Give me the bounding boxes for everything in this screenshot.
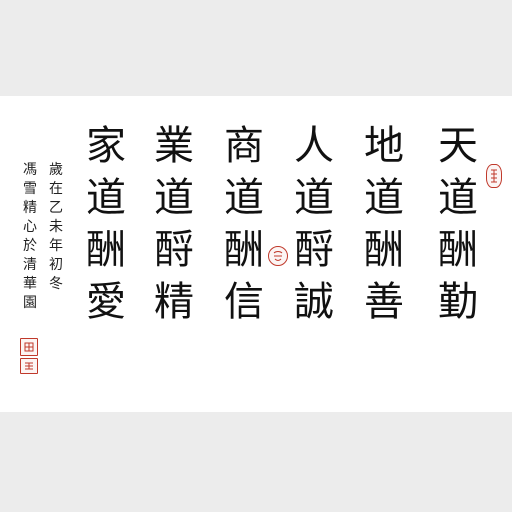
inscription-char: 雪 [23,180,37,197]
inscription-char: 年 [49,237,63,254]
inscription-char: 華 [23,275,37,292]
main-column-1: 天 道 酬 勤 [436,120,480,328]
inscription-char: 未 [49,218,63,235]
inscription-char: 冬 [49,275,63,292]
main-char: 道 [294,175,334,221]
seal-pattern-icon [25,362,33,370]
main-char: 酹 [154,227,194,273]
seal-pattern-icon [24,342,34,352]
main-char: 家 [86,123,126,169]
main-column-2: 地 道 酬 善 [362,120,406,328]
main-char: 道 [154,175,194,221]
main-char: 酹 [294,227,334,273]
center-round-seal [268,246,288,266]
inscription-char: 精 [23,199,37,216]
inscription-char: 在 [49,180,63,197]
inscription-char: 清 [23,256,37,273]
main-char: 天 [438,123,478,169]
top-right-seal [486,164,502,188]
artist-seal-rect [20,358,38,374]
inscription-char: 乙 [49,199,63,216]
main-column-6: 家 道 酬 愛 [84,120,128,328]
inscription-char: 歲 [49,161,63,178]
main-char: 精 [154,279,194,325]
calligraphy-paper: 天 道 酬 勤 地 道 酬 善 人 道 酹 誠 商 道 酬 信 業 道 酹 精 [0,96,512,412]
inscription-column-1: 歲 在 乙 未 年 初 冬 [48,160,64,293]
main-char: 酬 [224,227,264,273]
main-column-3: 人 道 酹 誠 [292,120,336,328]
inscription-char: 心 [23,218,37,235]
main-char: 勤 [438,279,478,325]
inscription-char: 於 [23,237,37,254]
main-char: 信 [224,279,264,325]
main-char: 地 [364,123,404,169]
inscription-char: 初 [49,256,63,273]
inscription-column-2: 馮 雪 精 心 於 清 華 園 [22,160,38,312]
main-char: 業 [154,123,194,169]
main-char: 商 [224,123,264,169]
main-char: 酬 [438,227,478,273]
seal-pattern-icon [491,169,497,183]
artist-seal-square [20,338,38,356]
main-char: 酬 [86,227,126,273]
inscription-char: 馮 [23,161,37,178]
main-column-4: 商 道 酬 信 [222,120,266,328]
main-char: 道 [438,175,478,221]
main-column-5: 業 道 酹 精 [152,120,196,328]
main-char: 道 [364,175,404,221]
main-char: 道 [86,175,126,221]
main-char: 善 [364,279,404,325]
seal-pattern-icon [273,251,283,261]
main-char: 愛 [86,279,126,325]
inscription-char: 園 [23,294,37,311]
main-char: 人 [294,123,334,169]
main-char: 酬 [364,227,404,273]
main-char: 道 [224,175,264,221]
main-char: 誠 [294,279,334,325]
